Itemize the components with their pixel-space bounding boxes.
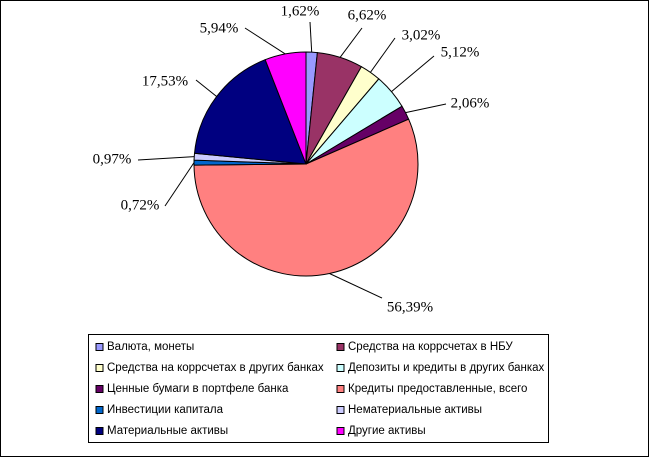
leader-line — [391, 55, 435, 93]
data-label: 1,62% — [281, 3, 320, 19]
legend-label: Инвестиции капитала — [107, 404, 224, 416]
pie-slice — [193, 59, 307, 165]
leader-line — [405, 103, 447, 114]
data-label: 56,39% — [387, 299, 433, 315]
leader-line — [164, 162, 195, 207]
data-label: 3,02% — [402, 27, 441, 43]
legend-label: Другие активы — [348, 425, 426, 437]
leader-line — [137, 156, 195, 161]
leader-line — [244, 27, 286, 55]
legend-label: Ценные бумаги в портфеле банка — [107, 383, 289, 395]
leader-line — [369, 37, 396, 73]
pie-slice — [264, 51, 307, 165]
data-label: 0,72% — [121, 197, 160, 213]
legend-swatch — [95, 343, 104, 351]
legend-label: Материальные активы — [107, 425, 228, 437]
leader-line — [195, 79, 217, 97]
data-label: 6,62% — [348, 7, 387, 23]
legend-label: Депозиты и кредиты в других банках — [348, 362, 544, 374]
leader-line — [339, 27, 363, 58]
data-label: 5,12% — [441, 44, 480, 60]
legend-swatch — [336, 427, 345, 435]
legend-label: Средства на коррсчетах в других банках — [107, 362, 324, 374]
data-label: 2,06% — [451, 95, 490, 111]
legend-swatch — [336, 406, 345, 414]
legend-swatch — [336, 385, 345, 393]
leader-line — [309, 21, 313, 53]
legend-swatch — [95, 385, 104, 393]
legend-label: Средства на коррсчетах в НБУ — [348, 341, 513, 353]
legend-swatch — [336, 343, 345, 351]
legend-label: Нематериальные активы — [348, 404, 482, 416]
legend-swatch — [95, 406, 104, 414]
legend-label: Валюта, монеты — [107, 341, 194, 353]
legend-box — [88, 334, 549, 443]
legend-swatch — [95, 427, 104, 435]
data-label: 5,94% — [200, 20, 239, 36]
legend-label: Кредиты предоставленные, всего — [348, 383, 527, 395]
data-label: 17,53% — [142, 73, 188, 89]
legend-swatch — [95, 364, 104, 372]
data-label: 0,97% — [93, 151, 132, 167]
leader-line — [329, 273, 383, 299]
legend-swatch — [336, 364, 345, 372]
